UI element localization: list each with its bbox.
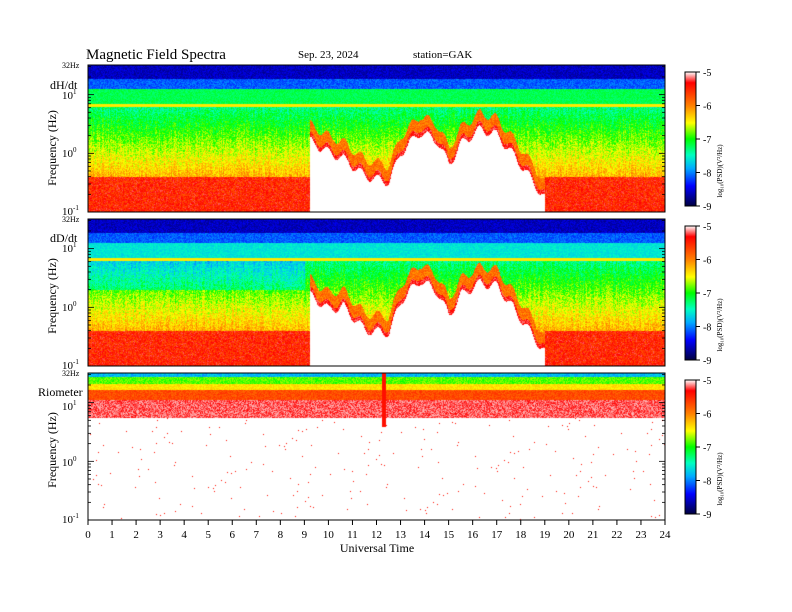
spectrogram-dhdt (88, 65, 665, 212)
colorbar-tick-label: -8 (703, 169, 711, 180)
x-tick-label: 21 (587, 529, 598, 541)
x-tick-label: 1 (109, 529, 115, 541)
panel-label-dddt: dD/dt (50, 231, 78, 245)
ytick-1em1-riometer: 10-1 (62, 512, 79, 526)
colorbar-label-riometer: log₁₀(PSD)(V²/Hz) (716, 452, 724, 506)
x-tick-label: 7 (254, 529, 260, 541)
x-tick-label: 9 (302, 529, 308, 541)
ytick-top-dhdt: 32Hz (62, 61, 80, 70)
colorbar-tick-label: -9 (703, 356, 711, 367)
colorbar-ticks-dhdt: -5 -6 -7 -8 -9 (696, 68, 711, 213)
figure-date: Sep. 23, 2024 (298, 49, 359, 61)
ylabel-dhdt: Frequency (Hz) (45, 110, 59, 186)
colorbar-dddt (684, 225, 697, 361)
x-tick-label: 8 (278, 529, 284, 541)
colorbar-dhdt (684, 71, 697, 207)
colorbar-tick-label: -7 (703, 443, 711, 454)
colorbar-tick-label: -8 (703, 477, 711, 488)
ytick-1e1-dddt: 101 (62, 241, 77, 255)
colorbar-tick-label: -6 (703, 410, 711, 421)
colorbar-tick-label: -6 (703, 102, 711, 113)
ytick-top-riometer: 32Hz (62, 369, 80, 378)
colorbar-riometer (684, 379, 697, 515)
x-tick-label: 18 (515, 529, 527, 541)
x-tick-label: 12 (371, 529, 382, 541)
ytick-1e0-dhdt: 100 (62, 146, 77, 160)
colorbar-tick-label: -5 (703, 222, 711, 233)
x-tick-label: 19 (539, 529, 551, 541)
ytick-1e0-riometer: 100 (62, 455, 77, 469)
ytick-top-dddt: 32Hz (62, 215, 80, 224)
x-tick-label: 20 (563, 529, 575, 541)
x-tick-label: 23 (635, 529, 647, 541)
spectrogram-riometer (88, 373, 665, 520)
colorbar-ticks-riometer: -5 -6 -7 -8 -9 (696, 376, 711, 521)
x-tick-label: 5 (205, 529, 211, 541)
colorbar-tick-label: -7 (703, 135, 711, 146)
colorbar-ticks-dddt: -5 -6 -7 -8 -9 (696, 222, 711, 367)
ylabel-riometer: Frequency (Hz) (45, 412, 59, 488)
panel-frame-dhdt (87, 64, 666, 213)
yticks-dddt (88, 220, 665, 367)
x-tick-label: 17 (491, 529, 503, 541)
colorbar-tick-label: -6 (703, 256, 711, 267)
x-axis-title: Universal Time (340, 541, 414, 555)
yticks-riometer (88, 374, 665, 521)
x-tick-label: 15 (443, 529, 455, 541)
x-tick-label: 11 (347, 529, 358, 541)
yticks-dhdt (88, 66, 665, 213)
x-tick-label: 0 (85, 529, 91, 541)
panel-riometer: Riometer 32Hz 101 100 10-1 Frequency (Hz… (38, 369, 724, 526)
x-tick-label: 16 (467, 529, 479, 541)
panel-label-riometer: Riometer (38, 385, 83, 399)
x-tick-label: 6 (230, 529, 236, 541)
ytick-1e1-riometer: 101 (62, 399, 77, 413)
station-label: station=GAK (413, 49, 472, 61)
colorbar-tick-label: -7 (703, 289, 711, 300)
x-tick-label: 13 (395, 529, 407, 541)
panel-label-dhdt: dH/dt (50, 78, 78, 92)
colorbar-label-dhdt: log₁₀(PSD)(V²/Hz) (716, 144, 724, 198)
ytick-1e0-dddt: 100 (62, 300, 77, 314)
panel-dhdt: dH/dt 32Hz 101 100 10-1 Frequency (Hz) -… (45, 61, 724, 218)
colorbar-tick-label: -9 (703, 202, 711, 213)
x-axis: 0 1 2 3 4 5 6 7 8 9 10 11 12 13 14 15 16 17 18 19 20 21 22 23 24 (85, 520, 671, 541)
x-tick-label: 14 (419, 529, 431, 541)
colorbar-tick-label: -5 (703, 68, 711, 79)
ytick-1e1-dhdt: 101 (62, 88, 77, 102)
x-tick-label: 3 (157, 529, 163, 541)
x-tick-label: 4 (181, 529, 187, 541)
panel-dddt: dD/dt 32Hz 101 100 10-1 Frequency (Hz) -… (45, 215, 724, 372)
colorbar-tick-label: -8 (703, 323, 711, 334)
ytick-1em1-dhdt: 10-1 (62, 204, 79, 218)
colorbar-tick-label: -5 (703, 376, 711, 387)
colorbar-label-dddt: log₁₀(PSD)(V²/Hz) (716, 298, 724, 352)
panel-frame-dddt (87, 218, 666, 367)
spectrogram-dddt (88, 219, 665, 366)
x-tick-label: 22 (611, 529, 622, 541)
x-tick-label: 10 (323, 529, 335, 541)
x-tick-label: 2 (133, 529, 139, 541)
figure-title: Magnetic Field Spectra (86, 47, 226, 63)
ylabel-dddt: Frequency (Hz) (45, 258, 59, 334)
x-tick-label: 24 (660, 529, 672, 541)
ytick-1em1-dddt: 10-1 (62, 358, 79, 372)
colorbar-tick-label: -9 (703, 510, 711, 521)
